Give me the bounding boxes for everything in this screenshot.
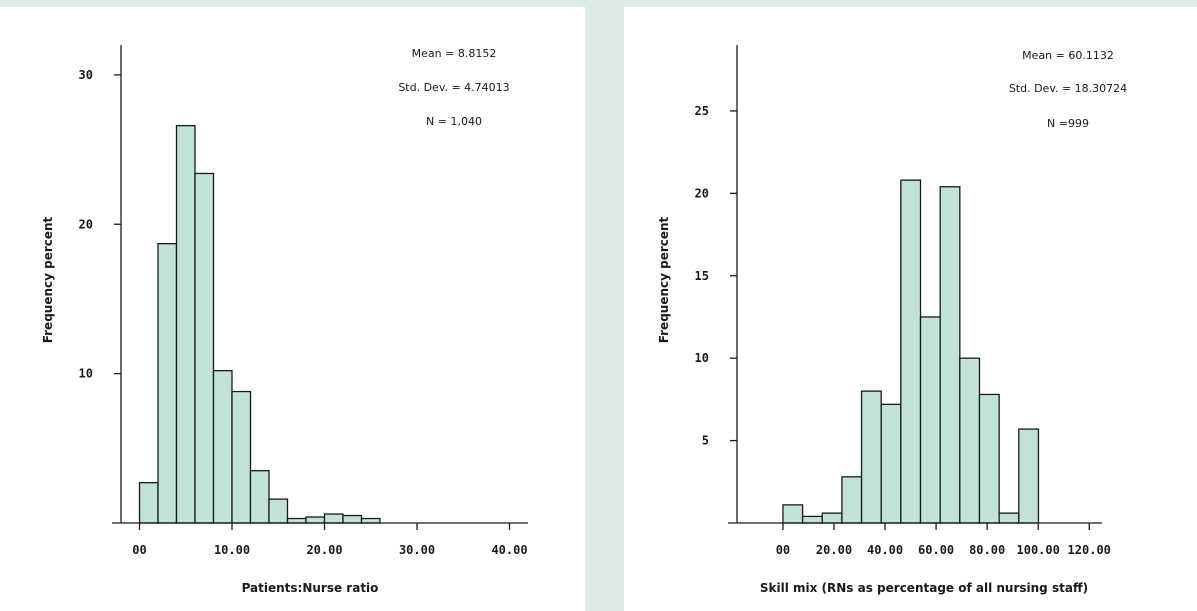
patients-nurse-ratio-histogram: 10 20 30 00 10.00 20.00 30.00 40.00 Patients:Nur… xyxy=(41,45,528,595)
y-tick-label: 20 xyxy=(695,186,709,200)
histogram-bar xyxy=(782,504,804,524)
histogram-bar xyxy=(900,179,922,524)
y-tick-label: 20 xyxy=(79,217,93,231)
skill-mix-histogram: 5 10 15 20 25 00 20.00 40.00 60.00 80.00 100.00 120… xyxy=(657,45,1127,595)
x-tick-label: 30.00 xyxy=(399,543,435,557)
x-tick-label: 100.00 xyxy=(1017,543,1060,557)
histogram-bar xyxy=(841,476,863,524)
x-tick-label: 120.00 xyxy=(1068,543,1111,557)
histogram-bar xyxy=(919,316,941,524)
histogram-bar xyxy=(978,393,1000,524)
left-chart-panel: 10 20 30 00 10.00 20.00 30.00 40.00 Patients:Nur… xyxy=(0,7,585,611)
x-tick-label: 20.00 xyxy=(306,543,342,557)
histogram-bar xyxy=(286,517,307,524)
x-tick-label: 10.00 xyxy=(214,543,250,557)
x-tick-label: 20.00 xyxy=(816,543,852,557)
histogram-bar xyxy=(323,513,344,524)
x-tick-label: 40.00 xyxy=(867,543,903,557)
histogram-bar xyxy=(821,512,843,524)
histogram-bar xyxy=(231,390,252,524)
histogram-bar xyxy=(342,514,363,524)
x-tick-label: 60.00 xyxy=(918,543,954,557)
histogram-bar xyxy=(998,512,1020,524)
y-tick-label: 10 xyxy=(79,367,93,381)
x-axis-title: Skill mix (RNs as percentage of all nurs… xyxy=(760,581,1088,595)
y-axis-title: Frequency percent xyxy=(657,216,671,343)
histogram-bar xyxy=(212,369,233,524)
histogram-bar xyxy=(175,125,196,524)
x-tick-label: 80.00 xyxy=(969,543,1005,557)
y-tick-label: 5 xyxy=(702,434,709,448)
y-tick-label: 10 xyxy=(695,351,709,365)
histogram-bar xyxy=(360,517,381,524)
histogram-bar xyxy=(268,498,289,524)
right-chart-panel: 5 10 15 20 25 00 20.00 40.00 60.00 80.00 100.00 120… xyxy=(624,7,1197,611)
histogram-bar xyxy=(194,172,215,524)
std-dev-stat: Std. Dev. = 4.74013 xyxy=(398,81,509,94)
n-stat: N = 1,040 xyxy=(426,115,482,128)
histogram-bar xyxy=(959,357,981,524)
std-dev-stat: Std. Dev. = 18.30724 xyxy=(1009,82,1127,95)
x-tick-label: 00 xyxy=(776,543,790,557)
n-stat: N =999 xyxy=(1047,117,1089,130)
histogram-bar xyxy=(860,390,882,524)
histogram-bar xyxy=(1018,428,1040,524)
y-tick-label: 15 xyxy=(695,269,709,283)
y-tick-label: 25 xyxy=(695,104,709,118)
x-tick-label: 40.00 xyxy=(491,543,527,557)
x-axis-title: Patients:Nurse ratio xyxy=(242,581,379,595)
x-tick-label: 00 xyxy=(132,543,146,557)
mean-stat: Mean = 60.1132 xyxy=(1022,49,1114,62)
histogram-bar xyxy=(157,243,178,524)
mean-stat: Mean = 8.8152 xyxy=(412,47,497,60)
histogram-bar xyxy=(939,186,961,524)
histogram-bar xyxy=(249,470,270,524)
histogram-bar xyxy=(801,515,823,524)
histogram-bar xyxy=(138,482,159,524)
histogram-bar xyxy=(880,403,902,524)
histogram-bar xyxy=(305,516,326,524)
y-axis-title: Frequency percent xyxy=(41,216,55,343)
y-tick-label: 30 xyxy=(79,68,93,82)
